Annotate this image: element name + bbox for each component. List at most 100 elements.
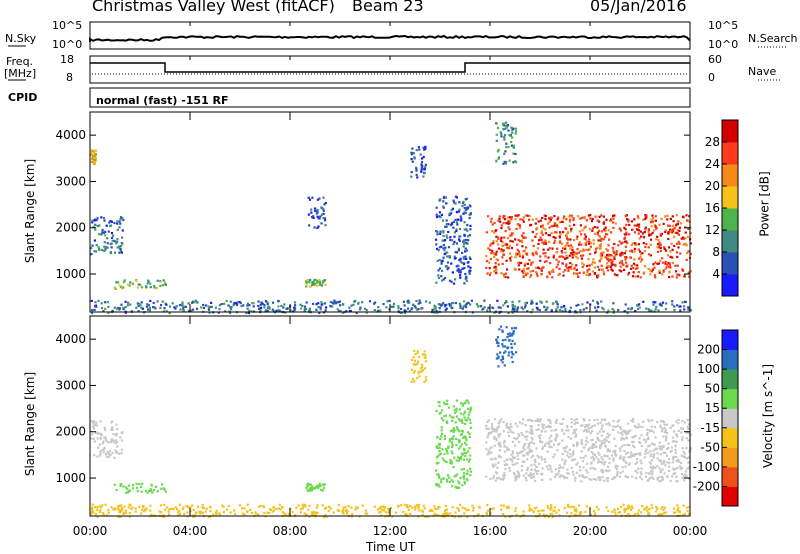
data-cell-region-0 [111,239,114,242]
data-cell-region-9 [230,306,233,309]
data-cell-region-5 [616,465,619,468]
data-cell-region-9 [122,306,125,309]
data-cell-region-5 [530,456,533,459]
data-cell-region-5 [534,419,537,422]
data-cell-region-5 [509,458,512,461]
data-cell-region-6 [506,347,509,350]
data-cell-region-0 [91,433,94,436]
data-cell-region-7 [508,244,511,247]
data-cell-region-9 [516,308,519,311]
data-cell-region-9 [147,308,150,311]
data-cell-region-5 [586,441,589,444]
freq-tick-bottom: 8 [66,71,73,84]
data-cell-region-5 [672,458,675,461]
data-cell-region-6 [465,257,468,260]
data-cell-region-8 [505,121,508,124]
data-cell-region-5 [566,472,569,475]
data-cell-region-0 [107,441,110,444]
data-cell-region-9 [280,304,283,308]
data-cell-region-6 [444,246,447,249]
data-cell-region-4 [466,407,470,410]
data-cell-region-6 [442,256,445,259]
data-cell-region-5 [629,451,633,454]
data-cell-region-5 [689,433,692,436]
data-cell-region-7 [669,266,672,269]
data-cell-region-7 [611,269,614,272]
data-cell-region-7 [278,503,281,506]
data-cell-region-7 [578,241,581,244]
data-cell-region-5 [566,451,569,454]
data-cell-region-0 [104,234,107,237]
data-cell-region-7 [653,224,656,227]
data-cell-region-7 [624,256,627,259]
data-cell-region-5 [685,431,688,434]
data-cell-region-5 [541,446,544,449]
data-cell-region-7 [577,275,580,278]
data-cell-region-3 [417,360,420,363]
data-cell-region-6 [465,275,468,278]
data-cell-region-5 [514,463,517,466]
data-cell-region-9 [649,309,652,312]
data-cell-region-9 [555,309,558,312]
data-cell-region-9 [357,302,360,305]
data-cell-region-0 [103,448,106,451]
data-cell-region-5 [555,436,558,439]
data-cell-region-6 [511,334,514,337]
data-cell-region-7 [588,228,591,231]
data-cell-region-7 [544,232,548,235]
data-cell-region-5 [683,456,686,459]
data-cell-region-7 [96,515,99,518]
data-cell-region-7 [544,215,547,218]
data-cell-region-4 [446,474,449,477]
data-cell-region-7 [529,275,532,279]
data-cell-region-7 [516,248,519,251]
data-cell-region-5 [669,426,672,430]
data-cell-region-1 [90,151,93,155]
data-cell-region-6 [511,360,514,364]
y-tick-label: 2000 [55,425,86,439]
data-cell-region-5 [650,453,653,456]
data-cell-region-5 [600,456,603,459]
data-cell-region-7 [158,510,161,513]
data-cell-region-6 [513,326,516,329]
data-cell-region-7 [502,216,505,219]
data-cell-region-7 [634,275,637,278]
data-cell-region-6 [435,230,438,233]
data-cell-region-7 [625,240,628,243]
data-cell-region-9 [564,310,567,313]
data-cell-region-7 [525,272,528,275]
data-cell-region-5 [567,429,570,432]
data-cell-region-4 [469,458,472,461]
data-cell-region-5 [553,475,557,478]
data-cell-region-7 [679,222,682,225]
data-cell-region-7 [584,225,587,228]
data-cell-region-7 [177,511,180,514]
data-cell-region-9 [148,308,151,311]
data-cell-region-5 [566,454,569,457]
colorbar-swatch [722,427,738,448]
data-cell-region-9 [202,303,205,307]
data-cell-region-8 [503,124,506,127]
data-cell-region-5 [496,466,499,469]
data-cell-region-9 [93,308,96,311]
data-cell-region-7 [654,276,657,279]
data-cell-region-0 [104,248,107,251]
data-cell-region-7 [400,504,403,507]
data-cell-region-5 [415,149,418,152]
data-cell-region-5 [677,418,680,421]
data-cell-region-6 [455,242,458,245]
data-cell-region-7 [587,248,590,251]
data-cell-region-4 [450,479,453,482]
data-cell-region-6 [496,336,499,339]
data-cell-region-7 [634,267,638,270]
data-cell-region-6 [444,276,447,280]
data-cell-region-7 [150,513,153,516]
data-cell-region-6 [450,280,453,283]
data-cell-region-2 [129,281,132,284]
data-cell-region-5 [674,444,677,447]
data-cell-region-7 [192,508,195,511]
data-cell-region-5 [615,464,618,468]
data-cell-region-5 [627,431,630,434]
data-cell-region-5 [531,450,534,453]
data-cell-region-7 [539,255,542,258]
